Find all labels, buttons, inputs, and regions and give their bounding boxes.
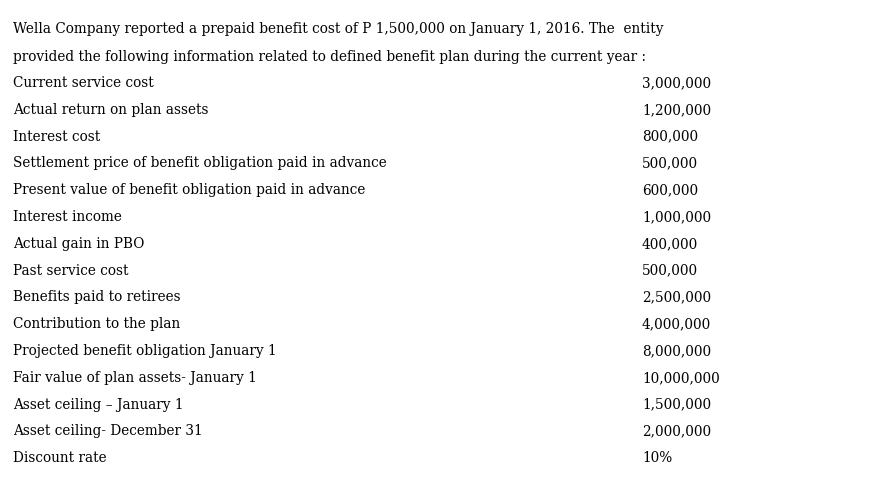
Text: Interest income: Interest income	[13, 210, 122, 224]
Text: Settlement price of benefit obligation paid in advance: Settlement price of benefit obligation p…	[13, 157, 387, 170]
Text: 8,000,000: 8,000,000	[642, 344, 711, 358]
Text: 500,000: 500,000	[642, 157, 698, 170]
Text: Asset ceiling- December 31: Asset ceiling- December 31	[13, 424, 202, 438]
Text: Discount rate: Discount rate	[13, 451, 107, 465]
Text: Asset ceiling – January 1: Asset ceiling – January 1	[13, 398, 184, 412]
Text: Wella Company reported a prepaid benefit cost of P 1,500,000 on January 1, 2016.: Wella Company reported a prepaid benefit…	[13, 22, 664, 36]
Text: Present value of benefit obligation paid in advance: Present value of benefit obligation paid…	[13, 183, 366, 197]
Text: 400,000: 400,000	[642, 237, 698, 251]
Text: Past service cost: Past service cost	[13, 264, 128, 278]
Text: 1,200,000: 1,200,000	[642, 103, 711, 117]
Text: 10%: 10%	[642, 451, 672, 465]
Text: 2,500,000: 2,500,000	[642, 290, 711, 304]
Text: Contribution to the plan: Contribution to the plan	[13, 317, 180, 331]
Text: Benefits paid to retirees: Benefits paid to retirees	[13, 290, 181, 304]
Text: Current service cost: Current service cost	[13, 76, 154, 90]
Text: Fair value of plan assets- January 1: Fair value of plan assets- January 1	[13, 371, 257, 385]
Text: 3,000,000: 3,000,000	[642, 76, 711, 90]
Text: 600,000: 600,000	[642, 183, 698, 197]
Text: Projected benefit obligation January 1: Projected benefit obligation January 1	[13, 344, 277, 358]
Text: Actual return on plan assets: Actual return on plan assets	[13, 103, 209, 117]
Text: 800,000: 800,000	[642, 129, 698, 144]
Text: 1,500,000: 1,500,000	[642, 398, 711, 412]
Text: provided the following information related to defined benefit plan during the cu: provided the following information relat…	[13, 50, 646, 64]
Text: 500,000: 500,000	[642, 264, 698, 278]
Text: 10,000,000: 10,000,000	[642, 371, 719, 385]
Text: 2,000,000: 2,000,000	[642, 424, 711, 438]
Text: Actual gain in PBO: Actual gain in PBO	[13, 237, 144, 251]
Text: Interest cost: Interest cost	[13, 129, 100, 144]
Text: 4,000,000: 4,000,000	[642, 317, 711, 331]
Text: 1,000,000: 1,000,000	[642, 210, 711, 224]
